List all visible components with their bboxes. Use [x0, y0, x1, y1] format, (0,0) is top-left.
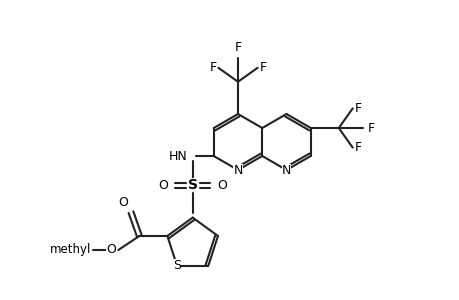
Text: F: F	[367, 122, 374, 134]
Text: F: F	[209, 61, 216, 74]
Text: O: O	[158, 179, 168, 192]
Text: F: F	[234, 41, 241, 54]
Text: O: O	[217, 179, 226, 192]
Text: S: S	[173, 259, 181, 272]
Text: S: S	[187, 178, 197, 192]
Text: F: F	[259, 61, 266, 74]
Text: N: N	[281, 164, 291, 176]
Text: N: N	[233, 164, 242, 176]
Text: methyl: methyl	[50, 244, 91, 256]
Text: O: O	[118, 196, 128, 209]
Text: F: F	[354, 102, 361, 115]
Text: F: F	[354, 141, 361, 154]
Text: O: O	[106, 244, 116, 256]
Text: HN: HN	[168, 149, 187, 163]
